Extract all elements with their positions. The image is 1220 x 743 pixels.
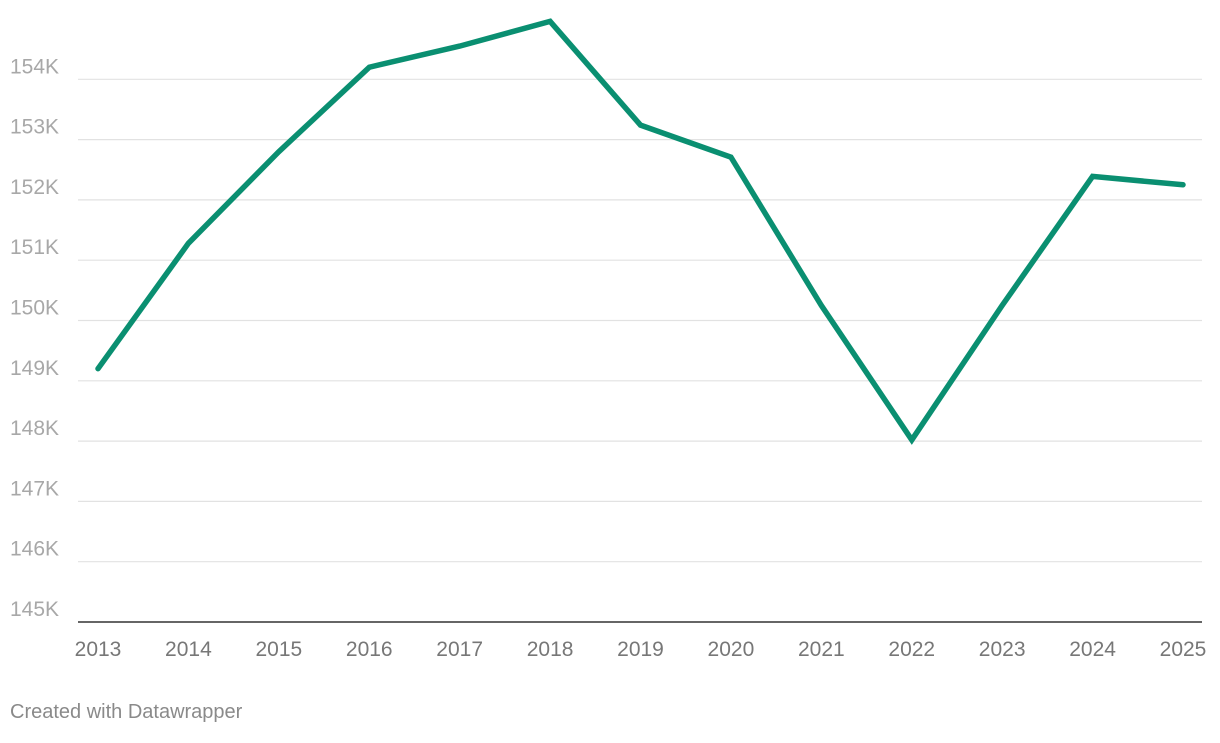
x-tick-label: 2021 (798, 638, 845, 661)
x-tick-label: 2015 (255, 638, 302, 661)
x-tick-label: 2019 (617, 638, 664, 661)
y-tick-label: 148K (10, 417, 59, 440)
y-tick-label: 153K (10, 116, 59, 139)
series-layer (98, 21, 1183, 440)
series-line (98, 21, 1183, 440)
x-tick-label: 2023 (979, 638, 1026, 661)
x-axis-ticks: 2013 2014 2015 2016 2017 2018 2019 2020 2021 2022… (75, 638, 1207, 661)
y-tick-label: 154K (10, 55, 59, 78)
y-tick-label: 149K (10, 357, 59, 380)
y-tick-label: 147K (10, 477, 59, 500)
x-tick-label: 2014 (165, 638, 212, 661)
x-tick-label: 2022 (888, 638, 935, 661)
y-tick-label: 146K (10, 538, 59, 561)
y-tick-label: 152K (10, 176, 59, 199)
x-tick-label: 2018 (527, 638, 574, 661)
x-tick-label: 2025 (1160, 638, 1207, 661)
x-tick-label: 2020 (708, 638, 755, 661)
x-tick-label: 2013 (75, 638, 122, 661)
y-axis-ticks: 145K 146K 147K 148K 149K 150K 151K 152K 153K 154K (10, 55, 59, 621)
footer-credit: Created with Datawrapper (10, 701, 242, 724)
y-tick-label: 151K (10, 236, 59, 259)
x-tick-label: 2024 (1069, 638, 1116, 661)
y-tick-label: 150K (10, 297, 59, 320)
x-tick-label: 2016 (346, 638, 393, 661)
y-tick-label: 145K (10, 598, 59, 621)
x-tick-label: 2017 (436, 638, 483, 661)
gridlines (78, 79, 1202, 622)
